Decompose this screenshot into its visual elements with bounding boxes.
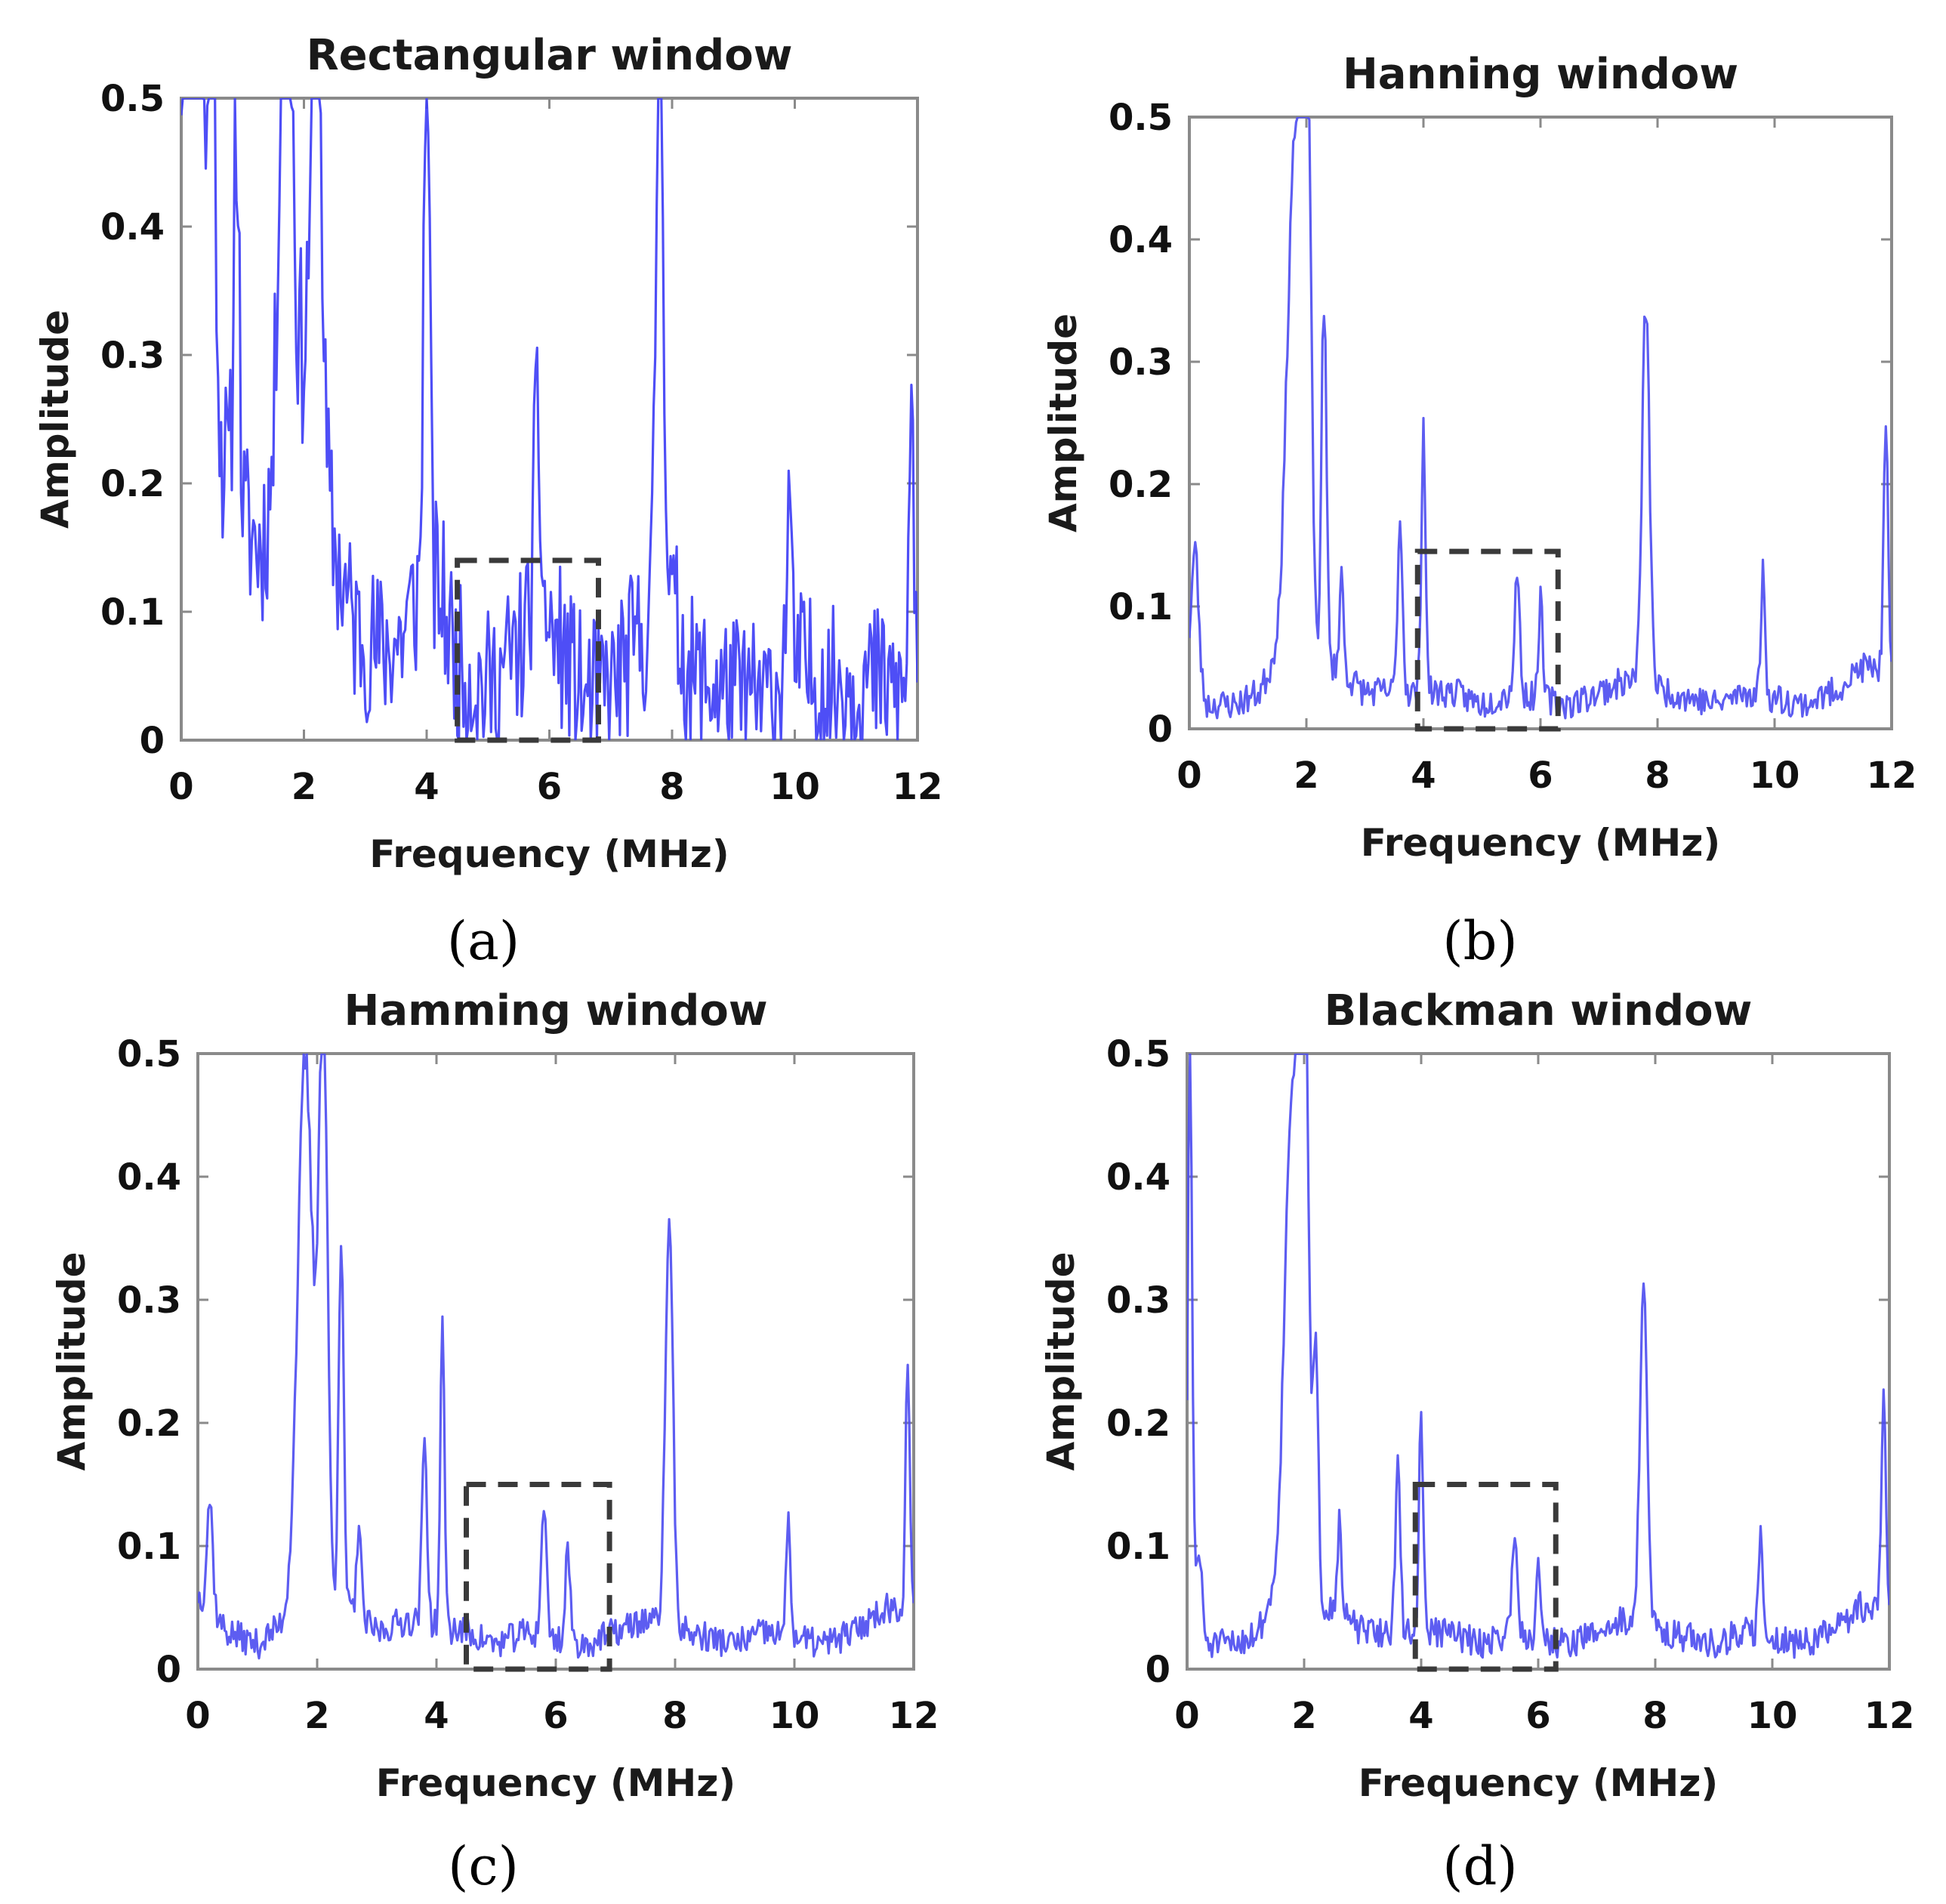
y-tick-label: 0 bbox=[1146, 1649, 1170, 1691]
y-tick-label: 0 bbox=[156, 1649, 181, 1691]
y-tick-label: 0.2 bbox=[100, 463, 165, 505]
x-tick-label: 4 bbox=[414, 766, 439, 808]
panel-label: (a) bbox=[447, 910, 520, 972]
x-tick-label: 0 bbox=[185, 1695, 210, 1737]
highlight-box bbox=[1414, 548, 1561, 732]
panel-label: (c) bbox=[448, 1835, 519, 1897]
chart-panel-c: 0 2 4 6 8 10 12 0 0.1 0.2 0.3 0.4 0.5 Hamming window F… bbox=[50, 986, 939, 1897]
series-line bbox=[181, 98, 917, 740]
x-tick-label: 2 bbox=[291, 766, 316, 808]
x-tick-label: 8 bbox=[662, 1695, 687, 1737]
y-tick-label: 0.5 bbox=[1106, 1033, 1170, 1075]
x-tick-label: 4 bbox=[1408, 1695, 1433, 1737]
y-tick-label: 0.4 bbox=[100, 206, 165, 248]
y-tick-label: 0.4 bbox=[117, 1156, 181, 1199]
plot-frame bbox=[1188, 116, 1893, 730]
x-axis-label: Frequency (MHz) bbox=[369, 832, 729, 876]
x-axis-label: Frequency (MHz) bbox=[376, 1761, 736, 1805]
chart-title: Hanning window bbox=[1343, 50, 1738, 99]
x-tick-label: 12 bbox=[893, 766, 943, 808]
x-tick-label: 12 bbox=[1864, 1695, 1915, 1737]
y-tick-label: 0.5 bbox=[117, 1033, 181, 1075]
chart-panel-d: 0 2 4 6 8 10 12 0 0.1 0.2 0.3 0.4 0.5 Blackman window… bbox=[1039, 986, 1914, 1897]
y-tick-label: 0.1 bbox=[100, 591, 165, 634]
chart-panel-b: 0 2 4 6 8 10 12 0 0.1 0.2 0.3 0.4 0.5 Hanning window F… bbox=[1041, 50, 1917, 972]
x-tick-label: 6 bbox=[1525, 1695, 1550, 1737]
x-tick-label: 10 bbox=[769, 766, 820, 808]
x-tick-label: 12 bbox=[889, 1695, 939, 1737]
x-tick-label: 2 bbox=[1291, 1695, 1316, 1737]
x-tick-label: 6 bbox=[1528, 755, 1553, 797]
x-tick-label: 4 bbox=[1411, 755, 1436, 797]
y-tick-label: 0.3 bbox=[1109, 341, 1173, 384]
x-tick-label: 8 bbox=[1645, 755, 1670, 797]
x-tick-label: 10 bbox=[1747, 1695, 1798, 1737]
y-tick-label: 0.1 bbox=[1109, 586, 1173, 628]
plot-frame bbox=[180, 97, 919, 742]
y-tick-label: 0.3 bbox=[1106, 1279, 1170, 1322]
panel-label: (d) bbox=[1442, 1835, 1517, 1897]
series-line bbox=[198, 1054, 914, 1660]
x-tick-label: 10 bbox=[1750, 755, 1800, 797]
chart-title: Blackman window bbox=[1325, 986, 1753, 1035]
y-tick-label: 0.3 bbox=[100, 335, 165, 377]
highlight-box bbox=[464, 1482, 612, 1672]
y-axis-label: Amplitude bbox=[1041, 313, 1085, 532]
x-tick-label: 2 bbox=[1294, 755, 1318, 797]
x-tick-label: 8 bbox=[659, 766, 684, 808]
y-tick-label: 0.2 bbox=[1106, 1403, 1170, 1445]
y-tick-label: 0.3 bbox=[117, 1279, 181, 1322]
x-tick-label: 6 bbox=[537, 766, 562, 808]
y-axis-label: Amplitude bbox=[33, 310, 77, 529]
y-tick-label: 0 bbox=[140, 720, 165, 762]
x-tick-label: 10 bbox=[769, 1695, 820, 1737]
x-tick-label: 0 bbox=[1174, 1695, 1199, 1737]
y-axis-label: Amplitude bbox=[50, 1251, 94, 1470]
y-tick-label: 0.5 bbox=[1109, 97, 1173, 139]
x-tick-label: 0 bbox=[168, 766, 193, 808]
y-tick-label: 0.1 bbox=[117, 1526, 181, 1568]
chart-title: Rectangular window bbox=[307, 31, 793, 80]
y-tick-label: 0.2 bbox=[1109, 464, 1173, 506]
x-axis-label: Frequency (MHz) bbox=[1361, 821, 1720, 865]
y-axis-label: Amplitude bbox=[1039, 1251, 1083, 1470]
plot-frame bbox=[196, 1052, 915, 1671]
y-tick-label: 0.5 bbox=[100, 78, 165, 120]
chart-panel-a: 0 2 4 6 8 10 12 0 0.1 0.2 0.3 0.4 0.5 Rectangular win… bbox=[33, 31, 942, 972]
chart-title: Hamming window bbox=[344, 986, 767, 1035]
y-tick-label: 0 bbox=[1148, 708, 1173, 751]
highlight-box bbox=[455, 557, 601, 743]
x-axis-label: Frequency (MHz) bbox=[1358, 1761, 1718, 1805]
y-tick-label: 0.4 bbox=[1109, 219, 1173, 261]
y-tick-label: 0.2 bbox=[117, 1403, 181, 1445]
series-line bbox=[1189, 117, 1892, 720]
x-tick-label: 2 bbox=[304, 1695, 329, 1737]
highlight-box bbox=[1412, 1482, 1559, 1672]
x-tick-label: 12 bbox=[1867, 755, 1917, 797]
panel-label: (b) bbox=[1442, 910, 1517, 972]
x-tick-label: 6 bbox=[543, 1695, 568, 1737]
y-tick-label: 0.4 bbox=[1106, 1156, 1170, 1199]
x-tick-label: 0 bbox=[1177, 755, 1201, 797]
series-line bbox=[1187, 1054, 1889, 1659]
y-tick-label: 0.1 bbox=[1106, 1526, 1170, 1568]
x-tick-label: 4 bbox=[424, 1695, 449, 1737]
x-tick-label: 8 bbox=[1642, 1695, 1667, 1737]
